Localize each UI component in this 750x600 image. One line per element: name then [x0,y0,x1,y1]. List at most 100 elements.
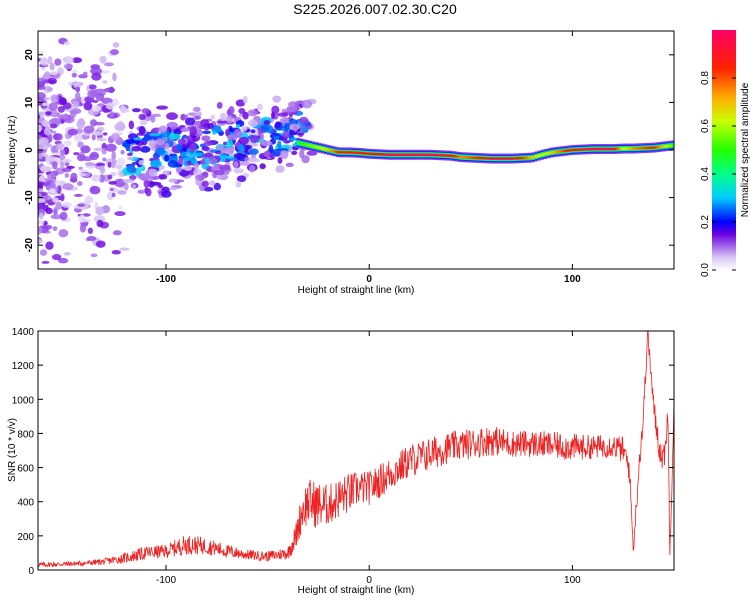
spectrogram-noise-blob [109,187,115,191]
spectrogram-noise-blob [286,105,298,113]
spectrogram-noise-blob [93,121,105,126]
spectrogram-noise-blob [74,133,82,143]
spectrogram-noise-blob [168,132,176,141]
spectrogram-ridge-core [327,148,331,152]
spectrogram-ridge-core [631,147,636,150]
snr-y-tick-label: 0 [28,566,34,577]
spectrogram-ridge-core [452,154,456,158]
snr-x-tick-label: -100 [156,575,176,586]
spectrogram-noise-blob [158,174,168,180]
spectrogram-noise-blob [59,211,68,221]
spectrogram-ridge-core [384,153,389,156]
spectrogram-noise-blob [189,143,197,153]
spectrogram-noise-blob [138,173,150,181]
spectrogram-noise-blob [183,114,189,120]
spectrogram-ridge-core [317,146,322,150]
spectrogram-x-ticks: -100 0 100 [156,31,581,285]
spectrogram-noise-blob [91,133,96,141]
spectrogram-noise-blob [150,114,156,123]
spectrogram-noise-blob [271,111,276,119]
spectrogram-noise-blob [105,143,117,152]
colorbar-tick-label: 0.6 [700,119,711,133]
spectrogram-ridge-core [391,153,395,156]
spectrogram-noise-blob [249,164,256,173]
snr-y-ticks: 0 200 400 600 800 1000 1200 1400 [12,327,674,577]
spectrogram-noise-blob [110,133,121,141]
spectrogram-noise-blob [72,101,80,108]
spectrogram-noise-blob [77,141,84,148]
spectrogram-noise-blob [78,214,86,223]
spectrogram-noise-blob [63,63,74,70]
spectrogram-ridge-core [580,148,584,151]
spectrogram-noise-blob [157,184,164,189]
spectrogram-noise-blob [67,128,78,136]
spectrogram-ridge-core [534,155,538,158]
spectrogram-noise-blob [55,179,62,186]
spectrogram-ridge-core [351,151,355,154]
spectrogram-ridge-core [637,147,642,150]
spectrogram-noise-blob [107,161,112,168]
spectrogram-noise-blob [88,84,97,90]
snr-y-tick-label: 1400 [12,327,35,338]
spectrogram-noise-blob [203,140,213,147]
spectrogram-ridge-core [388,153,392,156]
spectrogram-noise-blob [143,180,150,188]
snr-y-tick-label: 400 [17,498,34,509]
spectrogram-noise-blob [60,193,65,202]
spectrogram-noise-blob [214,150,222,155]
spectrogram-noise-blob [73,193,83,197]
spectrogram-noise-blob [148,168,158,177]
spectrogram-noise-blob [148,139,157,148]
spectrogram-noise-blob [55,147,63,151]
spectrogram-noise-blob [64,172,70,178]
spectrogram-noise-blob [120,107,130,113]
spectrogram-noise-blob [38,198,46,203]
spectrogram-noise-blob [44,71,51,80]
spectrogram-noise-blob [238,144,245,152]
spectrogram-noise-blob [47,87,54,92]
spectrogram-noise-blob [63,251,71,256]
spectrogram-noise-blob [248,148,259,155]
spectrogram-noise-blob [169,186,178,191]
spectrogram-noise-blob [158,125,168,133]
spectrogram-noise-blob [261,125,270,132]
spectrogram-noise-blob [93,215,106,223]
spectrogram-noise-blob [233,168,244,174]
colorbar-tick-label: 0.4 [700,167,711,181]
spectrogram-ridge-core [549,151,554,154]
spectrogram-noise-blob [195,111,203,117]
spectrogram-ridge-core [628,147,633,150]
snr-y-tick-label: 1000 [12,395,35,406]
spectrogram-noise-blob [233,129,243,138]
spectrogram-noise-blob [48,188,56,194]
spectrogram-noise-blob [95,162,106,166]
spectrogram-ridge-core [308,144,313,147]
spectrogram-noise-blob [111,250,121,255]
spectrogram-noise-blob [281,108,288,113]
spectrogram-noise-blob [180,151,186,159]
spectrogram-noise-blob [82,71,88,76]
spectrogram-noise-blob [90,67,103,75]
spectrogram-noise-blob [95,240,106,248]
spectrogram-noise-blob [176,167,182,173]
spectrogram-noise-blob [71,57,83,64]
spectrogram-noise-blob [217,120,228,124]
spectrogram-ridge-core [296,141,301,145]
spectrogram-ridge-core [445,154,450,157]
spectrogram-noise-blob [38,77,45,82]
spectrogram-ridge-core [403,153,407,156]
colorbar-tick-label: 0.2 [700,215,711,229]
spectrogram-noise-blob [41,120,50,127]
spectrogram-ridge-core [360,151,365,155]
spectrogram-noise-blob [149,132,161,137]
spectrogram-noise-blob [259,164,266,170]
spectrogram-ridge-core [546,152,551,155]
spectrogram-noise-blob [277,112,288,117]
spectrogram-noise-blob [52,161,58,170]
spectrogram-noise-blob [190,160,198,165]
spectrogram-noise-blob [212,130,217,135]
spectrogram-ridge-core [372,152,377,156]
spectrogram-noise-blob [45,207,53,215]
spectrogram-noise-blob [38,51,44,55]
